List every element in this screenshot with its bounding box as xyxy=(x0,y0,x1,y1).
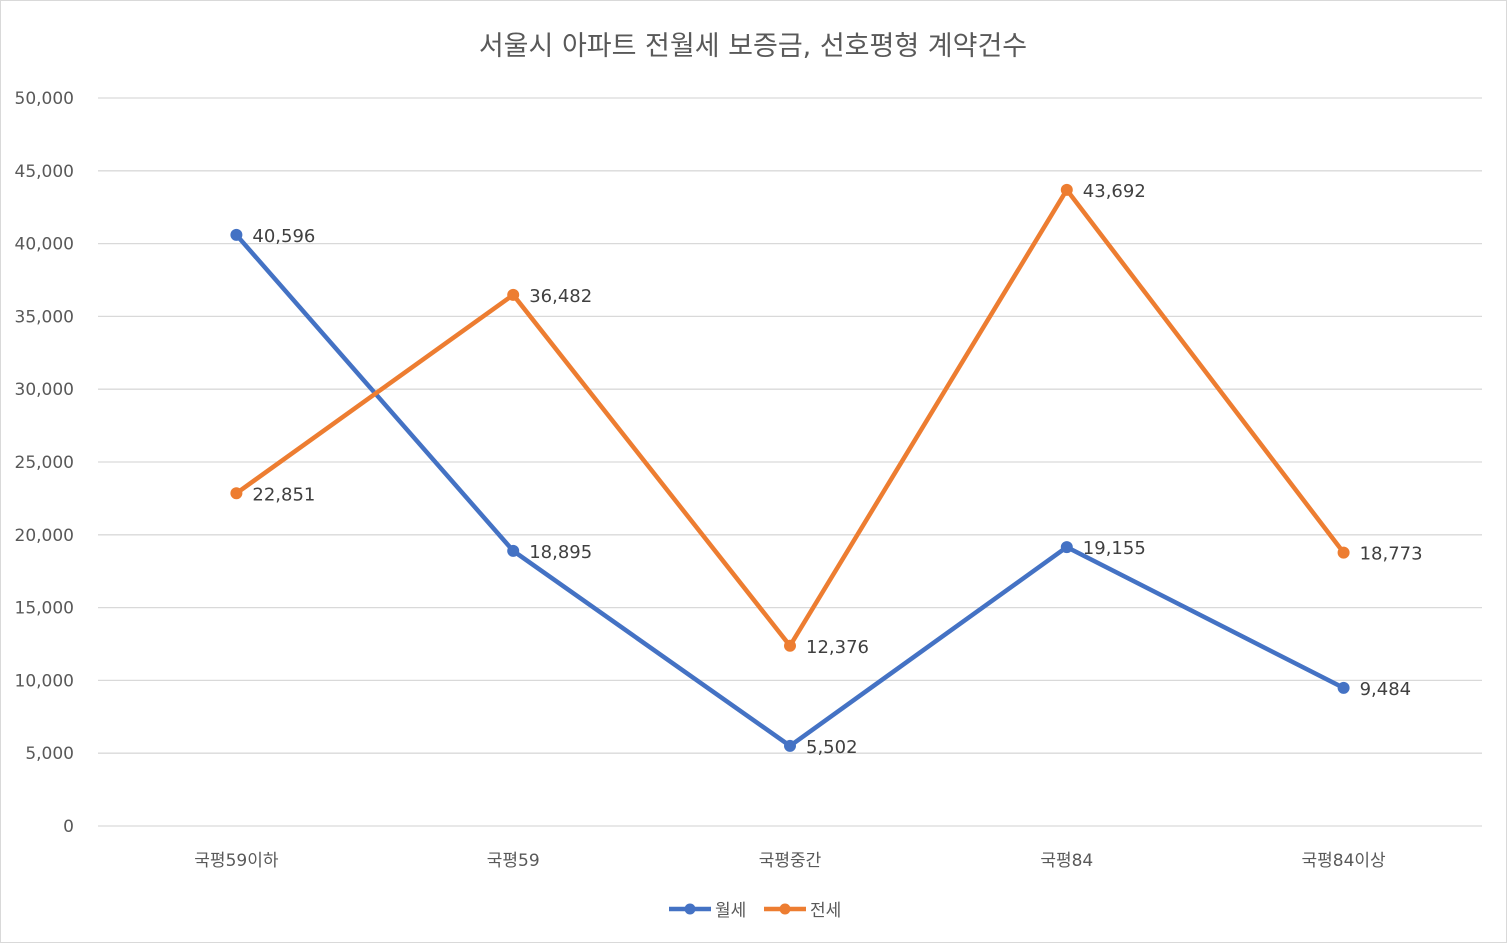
gridlines xyxy=(98,97,1482,827)
data-label: 40,596 xyxy=(252,226,315,247)
legend: 월세 전세 xyxy=(669,901,841,921)
y-tick-label: 15,000 xyxy=(15,599,74,619)
data-point xyxy=(784,639,796,652)
series-line-1 xyxy=(234,187,1346,649)
legend-marker xyxy=(684,903,696,915)
y-tick-label: 25,000 xyxy=(15,453,74,473)
y-tick-label: 45,000 xyxy=(15,162,74,182)
data-labels: 40,596 18,895 5,502 19,155 9,484 22,851 36,482… xyxy=(252,181,1422,758)
data-label: 18,895 xyxy=(529,542,592,563)
x-axis-categories: 국평59이하 국평59 국평중간 국평84 국평84이상 xyxy=(194,851,1386,871)
x-category-label: 국평84 xyxy=(1040,851,1093,871)
data-label: 19,155 xyxy=(1083,538,1146,559)
y-tick-label: 5,000 xyxy=(25,744,74,764)
y-tick-label: 50,000 xyxy=(15,89,74,109)
chart-title: 서울시 아파트 전월세 보증금, 선호평형 계약건수 xyxy=(479,31,1027,62)
data-point xyxy=(784,739,796,752)
data-label: 12,376 xyxy=(806,637,869,658)
data-point xyxy=(1337,546,1350,559)
series-lines xyxy=(234,187,1346,749)
data-point xyxy=(230,487,243,500)
y-tick-label: 30,000 xyxy=(15,380,74,400)
y-tick-label: 40,000 xyxy=(15,235,74,255)
x-category-label: 국평중간 xyxy=(759,851,822,871)
data-label: 22,851 xyxy=(252,484,315,505)
data-label: 36,482 xyxy=(529,286,592,307)
legend-label: 월세 xyxy=(715,901,746,921)
x-category-label: 국평59이하 xyxy=(194,851,279,871)
data-point xyxy=(507,288,520,301)
legend-marker xyxy=(779,903,791,915)
series-points xyxy=(230,183,1350,752)
data-point xyxy=(230,228,243,241)
y-tick-label: 20,000 xyxy=(15,526,74,546)
series-line-0 xyxy=(234,232,1346,749)
data-label: 43,692 xyxy=(1083,181,1146,202)
y-tick-label: 0 xyxy=(63,817,74,837)
y-axis-ticks: 0 5,000 10,000 15,000 20,000 25,000 30,000 35,0… xyxy=(15,89,74,837)
data-label: 9,484 xyxy=(1360,679,1412,700)
data-label: 18,773 xyxy=(1360,544,1423,565)
data-point xyxy=(507,544,520,557)
data-point xyxy=(1060,183,1073,196)
y-tick-label: 10,000 xyxy=(15,671,74,691)
y-tick-label: 35,000 xyxy=(15,307,74,327)
data-point xyxy=(1060,541,1073,554)
data-label: 5,502 xyxy=(806,737,858,758)
x-category-label: 국평59 xyxy=(487,851,540,871)
x-category-label: 국평84이상 xyxy=(1301,851,1386,871)
data-point xyxy=(1337,681,1350,694)
legend-label: 전세 xyxy=(810,901,841,921)
